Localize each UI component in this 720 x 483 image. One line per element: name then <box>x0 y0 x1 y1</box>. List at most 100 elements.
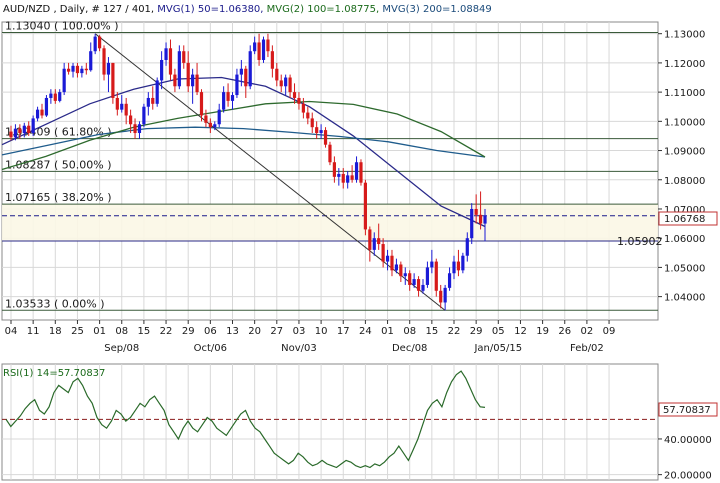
fib-lines: 1.13040 ( 100.00% )1.09409 ( 61.80% )1.0… <box>2 20 658 311</box>
candle-body-87 <box>394 264 399 271</box>
candle-body-12 <box>62 68 66 93</box>
candle-body-79 <box>359 162 363 183</box>
candle-body-82 <box>372 238 376 250</box>
y-tick-label-6: 1.07000 <box>664 205 705 216</box>
candle-body-49 <box>226 92 230 101</box>
candle-body-50 <box>230 95 235 101</box>
rsi-y-tick-label-1: 20.00000 <box>664 471 712 482</box>
x-month-label-1: Oct/06 <box>194 343 227 354</box>
x-month-label-3: Dec/08 <box>392 343 427 354</box>
candle-body-96 <box>434 261 438 291</box>
candle-body-71 <box>323 130 328 145</box>
candle-body-68 <box>310 118 314 128</box>
candle-body-73 <box>332 162 336 177</box>
candle-body-64 <box>292 92 297 98</box>
candle-body-40 <box>186 62 190 87</box>
candle-body-47 <box>217 109 221 125</box>
y-tick-label-3: 1.10000 <box>664 117 705 128</box>
y-tick-label-4: 1.09000 <box>664 147 705 158</box>
x-day-label-22: 05 <box>492 326 505 337</box>
candle-body-28 <box>133 124 137 134</box>
trendlines <box>94 33 446 311</box>
candle-body-107 <box>483 215 487 224</box>
x-day-label-15: 17 <box>337 326 350 337</box>
x-day-label-1: 11 <box>27 326 40 337</box>
x-axis: 04 11 18 25 01 08 15 22 29 06 13 20 27 03 10 17 24 01 08 15… <box>5 320 616 354</box>
x-day-label-12: 27 <box>270 326 283 337</box>
x-month-label-2: Nov/03 <box>281 343 317 354</box>
candle-body-36 <box>168 48 173 75</box>
candle-body-26 <box>124 103 128 116</box>
candle-body-95 <box>430 261 434 268</box>
candle-body-77 <box>350 175 354 180</box>
x-day-label-24: 19 <box>536 326 549 337</box>
y-tick-label-2: 1.11000 <box>664 88 705 99</box>
x-day-label-16: 24 <box>359 326 372 337</box>
candle-body-67 <box>306 112 310 119</box>
x-day-label-10: 13 <box>226 326 239 337</box>
candle-body-70 <box>319 130 323 134</box>
candle-body-61 <box>279 80 283 87</box>
x-day-label-11: 20 <box>248 326 261 337</box>
candle-body-81 <box>368 229 372 250</box>
candle-body-51 <box>235 74 239 96</box>
moving-averages <box>1 76 486 228</box>
candle-body-83 <box>377 238 381 245</box>
candle-body-75 <box>341 173 345 183</box>
candle-body-13 <box>66 68 71 72</box>
candle-body-30 <box>142 106 146 125</box>
candle-body-18 <box>89 51 93 71</box>
candle-body-58 <box>266 39 270 52</box>
candle-body-62 <box>284 77 288 87</box>
mvg3-label: MVG(3) 200=1.08849 <box>382 4 491 15</box>
candle-body-32 <box>151 97 155 104</box>
mvg2-label: MVG(2) 100=1.08775, <box>267 4 383 15</box>
y-tick-label-8: 1.05000 <box>664 263 705 274</box>
x-day-label-14: 10 <box>315 326 328 337</box>
candle-body-84 <box>381 244 385 262</box>
y-tick-label-5: 1.08000 <box>664 176 705 187</box>
x-day-label-21: 29 <box>470 326 483 337</box>
candle-body-38 <box>177 51 181 87</box>
candle-body-57 <box>261 39 266 60</box>
rsi-line <box>5 370 486 469</box>
x-day-label-2: 18 <box>49 326 62 337</box>
ma100-line <box>1 126 486 158</box>
rsi-title: RSI(1) 14=57.70837 <box>3 368 105 379</box>
candle-body-59 <box>270 51 274 69</box>
x-day-label-5: 08 <box>115 326 128 337</box>
candle-body-69 <box>315 127 319 134</box>
candle-body-16 <box>80 68 84 74</box>
x-day-label-7: 22 <box>160 326 173 337</box>
candle-body-104 <box>470 208 474 239</box>
x-day-label-9: 06 <box>204 326 217 337</box>
x-day-label-27: 09 <box>603 326 616 337</box>
candle-body-76 <box>346 175 350 183</box>
rsi-current-tag <box>658 402 718 417</box>
y-tick-label-0: 1.13000 <box>664 30 705 41</box>
fib-label-2: 1.08287 ( 50.00% ) <box>5 158 112 171</box>
candle-body-80 <box>363 182 367 230</box>
x-day-label-25: 26 <box>558 326 571 337</box>
current-price-label: 1.06768 <box>664 214 705 225</box>
candle-body-106 <box>478 214 483 224</box>
candle-body-52 <box>239 68 243 75</box>
candle-body-42 <box>195 74 199 93</box>
candle-body-22 <box>106 62 111 75</box>
candle-body-4 <box>27 125 31 134</box>
rsi-grid <box>2 364 658 480</box>
candle-body-10 <box>53 93 57 101</box>
candle-body-25 <box>120 103 124 110</box>
candle-body-41 <box>191 74 195 87</box>
x-day-label-8: 29 <box>182 326 195 337</box>
candle-body-101 <box>456 261 461 271</box>
y-tick-label-1: 1.12000 <box>664 59 705 70</box>
x-month-label-0: Sep/08 <box>104 343 139 354</box>
candle-body-55 <box>253 42 257 52</box>
candle-body-33 <box>155 80 159 104</box>
candle-body-65 <box>297 97 301 104</box>
candle-body-97 <box>439 290 443 303</box>
candle-body-17 <box>84 68 88 71</box>
candle-body-7 <box>40 109 44 116</box>
candle-body-102 <box>461 255 465 271</box>
